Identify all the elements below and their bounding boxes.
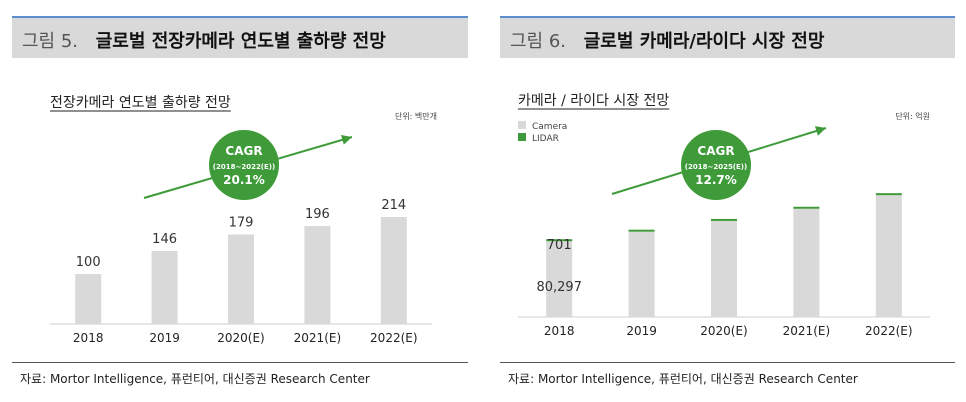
bar-lidar-2019 [628,229,655,232]
x-tick-label: 2018 [73,331,104,345]
bar-2019 [151,251,178,324]
bar-camera-2019 [628,231,655,317]
data-label-lidar: 701 [547,238,572,253]
figure-5-source: 자료: Mortor Intelligence, 퓨런티어, 대신증권 Rese… [20,372,370,386]
figure-6-source: 자료: Mortor Intelligence, 퓨런티어, 대신증권 Rese… [508,372,858,386]
data-label: 179 [229,216,254,231]
bar-lidar-2018 [546,239,573,242]
data-label-camera: 80,297 [536,280,582,295]
unit-label: 단위: 억원 [895,111,930,121]
figure-5-label: 그림 5. [22,31,79,52]
bar-2020e [228,234,254,324]
cagr-value: 12.7% [695,173,737,187]
figure-5-header: 그림 5. 글로벌 전장카메라 연도별 출하량 전망 [12,16,468,58]
data-label: 214 [381,198,406,213]
legend-label-camera: Camera [532,122,567,132]
chart-title: 전장카메라 연도별 출하량 전망 [50,95,231,111]
x-tick-label: 2022(E) [370,331,417,345]
x-tick-label: 2020(E) [217,331,264,345]
legend-swatch-lidar [518,133,526,141]
trend-arrow-head [814,126,826,136]
bar-2018 [75,274,102,324]
data-label: 146 [152,232,177,247]
bar-2021e [304,226,331,324]
unit-label: 단위: 백만개 [395,111,437,121]
legend-swatch-camera [518,121,526,129]
chart-title: 카메라 / 라이다 시장 전망 [518,93,669,109]
figure-5-divider [12,362,468,363]
cagr-bubble [209,130,279,200]
bar-lidar-2021e [793,206,820,209]
x-tick-label: 2022(E) [865,324,912,338]
x-tick-label: 2021(E) [783,324,830,338]
bar-camera-2018 [546,241,573,317]
trend-arrow-head [340,135,352,145]
cagr-value: 20.1% [223,173,265,187]
figure-6-label: 그림 6. [510,31,567,52]
x-tick-label: 2019 [149,331,180,345]
bar-lidar-2022e [875,193,902,196]
cagr-period: (2018~2022(E)) [213,163,275,171]
figure-6-divider [500,362,955,363]
cagr-bubble [681,130,751,200]
figure-6-title: 글로벌 카메라/라이다 시장 전망 [583,31,825,52]
figure-6-header: 그림 6. 글로벌 카메라/라이다 시장 전망 [500,16,955,58]
legend-label-lidar: LIDAR [532,134,559,144]
x-tick-label: 2021(E) [294,331,341,345]
data-label: 196 [305,207,330,222]
figure-5-title: 글로벌 전장카메라 연도별 출하량 전망 [95,31,386,52]
data-label: 100 [76,255,101,270]
cagr-period: (2018~2025(E)) [685,163,747,171]
cagr-title: CAGR [697,144,734,158]
bar-camera-2022e [875,195,902,317]
figure-5-panel: 그림 5. 글로벌 전장카메라 연도별 출하량 전망 전장카메라 연도별 출하량… [12,0,468,402]
x-tick-label: 2018 [544,324,575,338]
x-tick-label: 2019 [626,324,657,338]
cagr-title: CAGR [225,144,262,158]
bar-2022e [380,217,407,324]
bar-lidar-2020e [711,218,737,221]
bar-camera-2021e [793,208,820,317]
x-tick-label: 2020(E) [700,324,747,338]
bar-camera-2020e [711,220,737,317]
